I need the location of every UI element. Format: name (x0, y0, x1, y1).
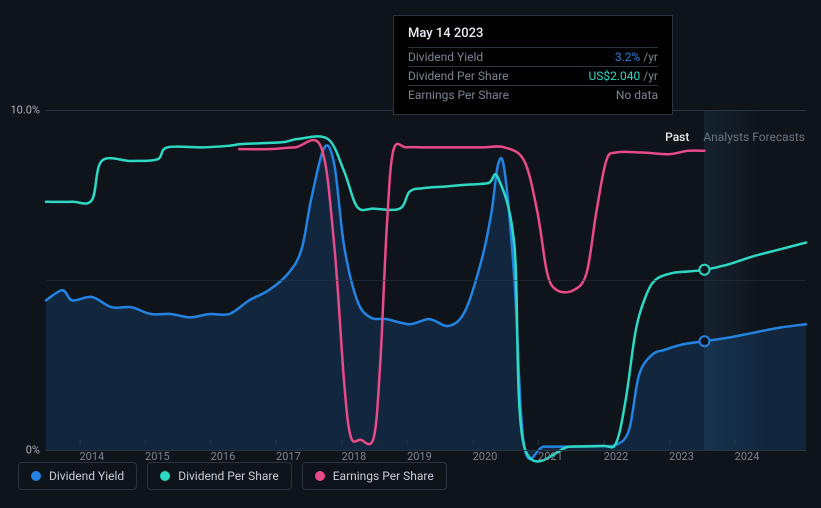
x-tick-label: 2023 (669, 450, 694, 463)
legend-item-earnings_per_share[interactable]: Earnings Per Share (302, 462, 447, 490)
dividend_yield-marker (699, 336, 709, 346)
tooltip-value: 3.2%/yr (615, 50, 658, 64)
legend-label: Dividend Per Share (178, 469, 279, 483)
tooltip-row: Dividend Yield 3.2%/yr (408, 47, 658, 66)
tooltip-row: Dividend Per Share US$2.040/yr (408, 66, 658, 85)
legend-label: Dividend Yield (49, 469, 124, 483)
legend-item-dividend_yield[interactable]: Dividend Yield (18, 462, 137, 490)
dividend_per_share-marker (699, 265, 709, 275)
legend-label: Earnings Per Share (333, 469, 434, 483)
legend-swatch (315, 471, 325, 481)
tooltip-key: Earnings Per Share (408, 88, 509, 102)
past-label: Past (665, 130, 689, 144)
x-tick-label: 2022 (604, 450, 629, 463)
dividend_yield-area (46, 145, 806, 459)
chart-tooltip: May 14 2023 Dividend Yield3.2%/yrDividen… (393, 15, 673, 115)
forecast-label: Analysts Forecasts (703, 130, 805, 144)
legend-swatch (160, 471, 170, 481)
tooltip-row: Earnings Per Share No data (408, 85, 658, 104)
chart-plot-area[interactable]: 0%10.0% (46, 110, 806, 450)
tooltip-value: No data (616, 88, 658, 102)
y-tick-label: 0% (26, 444, 40, 457)
legend: Dividend Yield Dividend Per Share Earnings… (18, 462, 447, 490)
x-tick-label: 2020 (473, 450, 498, 463)
tooltip-value: US$2.040/yr (589, 69, 659, 83)
legend-item-dividend_per_share[interactable]: Dividend Per Share (147, 462, 292, 490)
tooltip-rows: Dividend Yield 3.2%/yr Dividend Per Share U… (408, 47, 658, 104)
tooltip-key: Dividend Yield (408, 50, 483, 64)
x-tick-label: 2024 (735, 450, 760, 463)
legend-swatch (31, 471, 41, 481)
tooltip-date: May 14 2023 (408, 26, 658, 41)
y-tick-label: 10.0% (10, 104, 40, 117)
x-tick-label: 2021 (538, 450, 563, 463)
tooltip-key: Dividend Per Share (408, 69, 509, 83)
time-split-labels: Past Analysts Forecasts (665, 130, 805, 144)
